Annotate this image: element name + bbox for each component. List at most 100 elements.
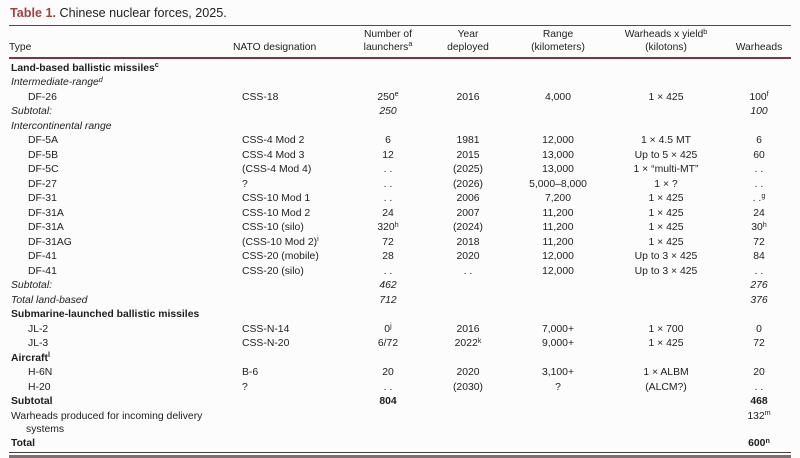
table-row: DF-27? . . (2026) 5,000–8,000 1 × ? . . (9, 178, 791, 193)
cell-warheads: . . (754, 178, 764, 190)
cell-yield (605, 58, 727, 77)
cell-nato (233, 58, 351, 77)
cell-launchers: 0j (384, 321, 392, 335)
cell-year: 2018 (456, 236, 480, 248)
table-row: DF-31A CSS-10 Mod 2 24 2007 11,200 1 × 425 24 (9, 207, 791, 222)
cell-range: 7,000+ (541, 323, 575, 335)
cell-type: H-6N (28, 367, 53, 379)
cell-type: DF-26 (28, 91, 57, 103)
cell-year: (2026) (452, 178, 484, 190)
cell-type: Warheads produced for incoming delivery s… (11, 410, 203, 436)
cell-nato: CSS-10 Mod 1 (242, 193, 311, 205)
cell-type: DF-31AG (28, 236, 72, 248)
cell-yield: 1 × 425 (648, 222, 684, 234)
cell-warheads: 60 (753, 149, 765, 161)
table-row: DF-31 CSS-10 Mod 1 . . 2006 7,200 1 × 425 . .g (9, 191, 791, 207)
cell-launchers (351, 437, 425, 452)
cell-range (511, 105, 605, 120)
cell-launchers: . . (383, 178, 393, 190)
cell-range (511, 410, 605, 438)
cell-type: DF-27 (28, 178, 57, 190)
table-row: Subtotal: 462 276 (9, 279, 791, 294)
cell-range (511, 308, 605, 323)
cell-year: 2006 (456, 193, 480, 205)
cell-year: . . (463, 265, 473, 277)
cell-nato (233, 437, 351, 452)
cell-warheads: 276 (750, 280, 768, 292)
cell-year (425, 120, 511, 135)
cell-nato (233, 352, 351, 367)
cell-year: (2024) (452, 222, 484, 234)
cell-launchers (351, 120, 425, 135)
cell-warheads: 468 (750, 396, 768, 408)
table-row: DF-5B CSS-4 Mod 3 12 2015 13,000 Up to 5 × 42… (9, 149, 791, 164)
cell-type: DF-31A (28, 222, 64, 234)
table-row: DF-31AG (CSS-10 Mod 2)i 72 2018 11,200 1 × 42… (9, 235, 791, 251)
cell-nato (233, 410, 351, 438)
cell-type: DF-5A (28, 135, 59, 147)
cell-yield: 1 × 425 (648, 193, 684, 205)
cell-launchers: 72 (382, 236, 394, 248)
cell-range: 4,000 (544, 91, 571, 103)
cell-launchers: . . (383, 381, 393, 393)
column-header-launchers: Number of launchersa (363, 29, 413, 53)
cell-warheads: 376 (750, 294, 768, 306)
cell-nato: CSS-4 Mod 2 (242, 135, 305, 147)
cell-range (511, 352, 605, 367)
cell-warheads: . . (754, 164, 764, 176)
cell-year (425, 105, 511, 120)
cell-type: DF-31 (28, 193, 57, 205)
cell-nato (233, 76, 351, 91)
cell-year (425, 294, 511, 309)
cell-type: JL-3 (28, 338, 49, 350)
table-row: Intermediate-ranged (9, 75, 791, 91)
cell-year (425, 279, 511, 294)
cell-range: 12,000 (542, 251, 574, 263)
cell-launchers (351, 58, 425, 77)
cell-launchers: . . (383, 193, 393, 205)
cell-type: DF-41 (28, 251, 57, 263)
cell-yield: 1 × 425 (648, 91, 684, 103)
table-row: Total 600n (9, 437, 791, 452)
table-row: Intercontinental range (9, 120, 791, 135)
cell-type: Subtotal: (11, 280, 53, 292)
cell-warheads: 84 (753, 251, 765, 263)
cell-year: 2016 (456, 91, 480, 103)
cell-yield: (ALCM?) (645, 381, 687, 393)
cell-warheads (727, 308, 791, 323)
table-row: DF-5C (CSS-4 Mod 4) . . (2025) 13,000 1 × “mu… (9, 163, 791, 178)
table-row: DF-5A CSS-4 Mod 2 6 1981 12,000 1 × 4.5 MT 6 (9, 134, 791, 149)
cell-nato: CSS-4 Mod 3 (242, 149, 305, 161)
cell-launchers: 250e (377, 89, 399, 103)
cell-type: Total (11, 438, 36, 450)
cell-nato: ? (242, 178, 248, 190)
cell-launchers: 12 (382, 149, 394, 161)
cell-yield: 1 × “multi-MT” (633, 164, 699, 176)
cell-range: 13,000 (542, 164, 574, 176)
cell-year: 2015 (456, 149, 480, 161)
cell-range: ? (555, 381, 561, 393)
cell-yield (605, 76, 727, 91)
table-row: Submarine-launched ballistic missiles (9, 308, 791, 323)
table-row: Aircraftl (9, 351, 791, 367)
cell-type: H-20 (28, 381, 51, 393)
column-header-nato: NATO designation (233, 41, 317, 53)
cell-nato: B-6 (242, 367, 259, 379)
cell-nato: CSS-N-20 (242, 338, 290, 350)
table-row: DF-41 CSS-20 (mobile) 28 2020 12,000 Up to 3 … (9, 250, 791, 265)
cell-warheads: . . (754, 381, 764, 393)
cell-type: Subtotal: (11, 106, 53, 118)
cell-yield: Up to 5 × 425 (634, 149, 698, 161)
cell-yield (605, 308, 727, 323)
cell-type: Total land-based (11, 294, 88, 306)
cell-nato (233, 105, 351, 120)
cell-yield (605, 105, 727, 120)
cell-launchers (351, 76, 425, 91)
cell-range (511, 76, 605, 91)
table-row: Subtotal 804 468 (9, 395, 791, 410)
cell-year: 2007 (456, 207, 480, 219)
cell-year: (2030) (452, 381, 484, 393)
cell-warheads: 100f (749, 89, 769, 103)
header-row: Type NATO designation Number of launchersa Y… (9, 25, 791, 58)
cell-yield (605, 437, 727, 452)
